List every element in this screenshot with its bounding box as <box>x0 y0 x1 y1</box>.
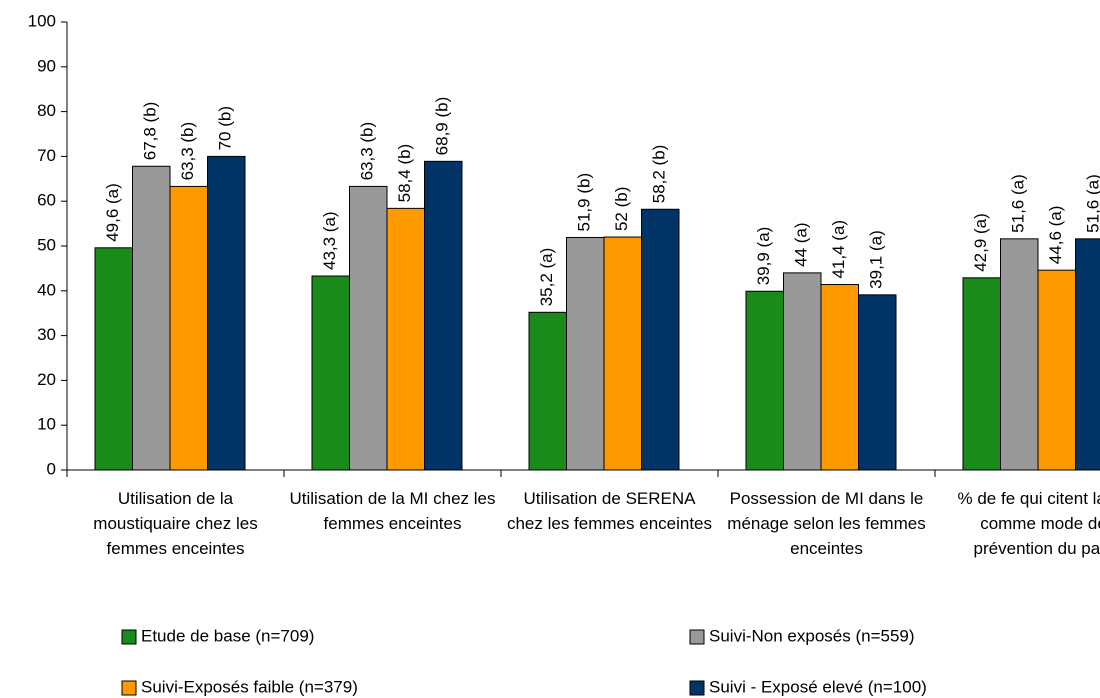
bar <box>1000 238 1039 471</box>
x-tick-label: Utilisation de SERENA chez les femmes en… <box>506 489 713 533</box>
x-tick-label-box: Possession de MI dans le ménage selon le… <box>727 489 926 558</box>
y-tick-label: 30 <box>37 325 56 344</box>
y-tick-label: 70 <box>37 146 56 165</box>
bar <box>641 208 680 471</box>
value-label: 51,6 (a) <box>1009 174 1028 233</box>
legend-swatch <box>121 629 137 645</box>
bar <box>1075 238 1100 471</box>
bar <box>783 272 822 471</box>
value-label: 67,8 (b) <box>141 102 160 161</box>
value-label: 63,3 (b) <box>178 122 197 181</box>
bar <box>207 155 246 471</box>
x-tick-label-box: Utilisation de la moustiquaire chez les … <box>93 489 258 558</box>
bar <box>566 236 605 471</box>
value-label: 63,3 (b) <box>358 122 377 181</box>
y-tick-label: 60 <box>37 191 56 210</box>
bar <box>962 277 1001 471</box>
value-label: 51,9 (b) <box>575 173 594 232</box>
value-label: 51,6 (a) <box>1084 174 1100 233</box>
bar <box>311 275 350 471</box>
y-tick-label: 50 <box>37 235 56 254</box>
value-label: 39,1 (a) <box>867 230 886 289</box>
bar <box>603 236 642 471</box>
value-label: 44 (a) <box>792 222 811 266</box>
value-label: 44,6 (a) <box>1046 206 1065 265</box>
bar <box>349 185 388 471</box>
bar <box>94 247 133 471</box>
value-label: 41,4 (a) <box>829 220 848 279</box>
bar <box>1037 269 1076 471</box>
bar <box>169 185 208 471</box>
y-tick-label: 10 <box>37 415 56 434</box>
x-tick-label: Utilisation de la moustiquaire chez les … <box>93 489 258 558</box>
x-tick-label: Utilisation de la MI chez les femmes enc… <box>289 489 496 533</box>
x-tick-label-box: Utilisation de la MI chez les femmes enc… <box>289 489 496 533</box>
value-label: 52 (b) <box>612 187 631 231</box>
value-label: 39,9 (a) <box>754 227 773 286</box>
x-tick-label-box: Utilisation de SERENA chez les femmes en… <box>506 489 713 533</box>
legend-label: Suivi-Exposés faible (n=379) <box>141 677 358 696</box>
bar <box>528 311 567 471</box>
bar <box>820 284 859 471</box>
legend-label: Suivi-Non exposés (n=559) <box>709 626 915 645</box>
x-tick-label: Possession de MI dans le ménage selon le… <box>727 489 926 558</box>
value-label: 42,9 (a) <box>971 213 990 272</box>
bar <box>745 290 784 471</box>
value-label: 70 (b) <box>216 106 235 150</box>
value-label: 35,2 (a) <box>537 248 556 307</box>
legend-label: Suivi - Exposé elevé (n=100) <box>709 677 927 696</box>
legend-swatch <box>121 680 137 696</box>
y-tick-label: 20 <box>37 370 56 389</box>
bar <box>132 165 171 471</box>
y-tick-label: 100 <box>28 11 56 30</box>
y-tick-label: 90 <box>37 56 56 75</box>
value-label: 58,2 (b) <box>650 145 669 204</box>
x-tick-label-box: % de fe qui citent la MI comme mode de p… <box>957 489 1100 558</box>
value-label: 68,9 (b) <box>433 97 452 156</box>
bar <box>424 160 463 471</box>
value-label: 58,4 (b) <box>395 144 414 203</box>
x-tick-label: % de fe qui citent la MI comme mode de p… <box>957 489 1100 558</box>
y-tick-label: 0 <box>47 459 56 478</box>
legend-label: Etude de base (n=709) <box>141 626 314 645</box>
legend-swatch <box>689 629 705 645</box>
bar <box>386 207 425 471</box>
bar <box>858 294 897 471</box>
value-label: 49,6 (a) <box>103 183 122 242</box>
y-tick-label: 40 <box>37 280 56 299</box>
legend-swatch <box>689 680 705 696</box>
value-label: 43,3 (a) <box>320 211 339 270</box>
y-tick-label: 80 <box>37 101 56 120</box>
